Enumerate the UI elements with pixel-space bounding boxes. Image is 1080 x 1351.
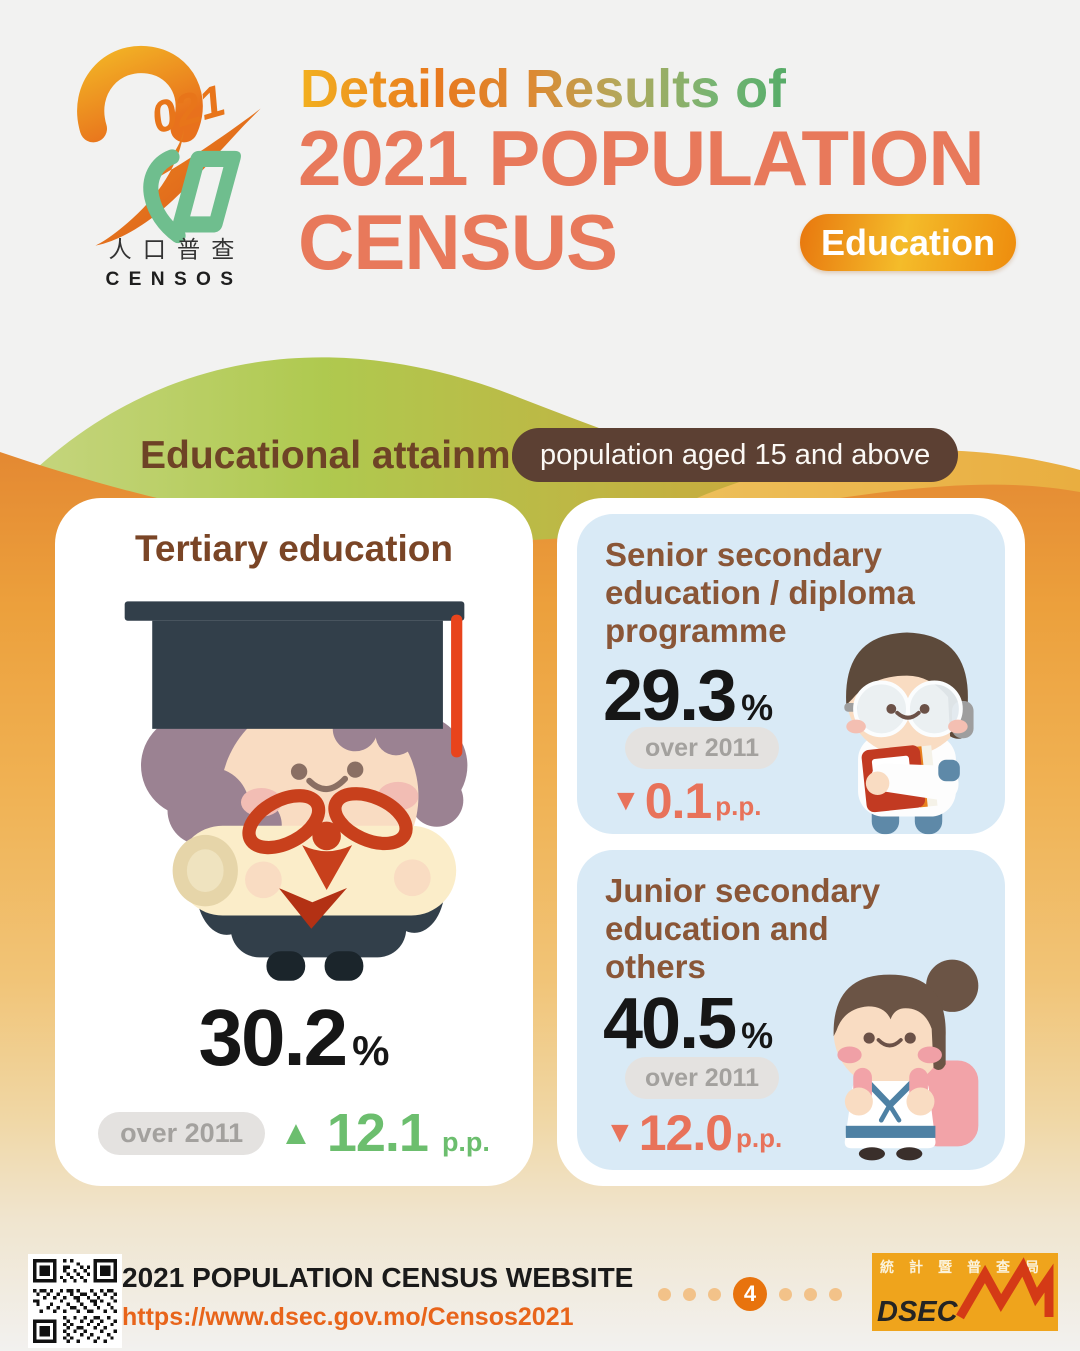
- senior-change: 0.1: [644, 773, 713, 829]
- girl-hand-left: [844, 1087, 873, 1116]
- decrease-arrow-icon: ▼: [605, 1116, 635, 1149]
- tertiary-change: 12.1: [326, 1103, 429, 1163]
- dsec-logo: 統計暨普查局 DSEC: [872, 1253, 1058, 1331]
- junior-unit: %: [741, 1015, 774, 1056]
- senior-title: Senior secondary education / diploma pro…: [605, 536, 915, 650]
- junior-value: 40.5: [603, 984, 737, 1064]
- senior-value: 29.3: [603, 656, 737, 736]
- logo-big-2-swoosh: [77, 45, 261, 246]
- girl-sailor-collar: [864, 1079, 916, 1123]
- current-page-badge: 4: [733, 1277, 767, 1311]
- junior-value-row: 40.5 %: [603, 988, 773, 1060]
- dsec-zigzag-icon: [956, 1257, 1054, 1320]
- senior-title-line3: programme: [605, 612, 787, 649]
- graduation-cap-icon: [124, 601, 465, 729]
- junior-title: Junior secondary education and others: [605, 872, 880, 986]
- section-scope-pill: population aged 15 and above: [512, 428, 959, 482]
- girl-hair: [833, 974, 946, 1071]
- ribbon-bow: [242, 787, 413, 890]
- boy-hair: [846, 632, 968, 739]
- tertiary-unit: %: [352, 1027, 390, 1074]
- section-heading: Educational attainment: [140, 434, 570, 477]
- cap-tassel: [451, 614, 463, 758]
- senior-compare-pill-wrap: over 2011: [625, 727, 779, 769]
- girl-hand-right: [906, 1087, 935, 1116]
- senior-unit: %: [741, 687, 774, 728]
- graduate-hand-right: [393, 859, 431, 897]
- graduate-face-features: [240, 761, 419, 817]
- website-url-link[interactable]: https://www.dsec.gov.mo/Censos2021: [122, 1303, 574, 1331]
- page-title: 2021 POPULATION CENSUS: [298, 116, 1038, 284]
- girl-hem-stripe: [845, 1125, 936, 1138]
- graduate-illustration: [124, 601, 468, 981]
- junior-title-line2: education and: [605, 910, 829, 947]
- junior-compare-pill: over 2011: [625, 1057, 779, 1099]
- subtitle: Detailed Results of: [300, 59, 787, 119]
- tertiary-card: Tertiary education: [55, 498, 533, 1186]
- senior-title-line1: Senior secondary: [605, 536, 882, 573]
- senior-title-line2: education / diploma: [605, 574, 915, 611]
- decrease-arrow-icon: ▼: [611, 784, 641, 817]
- pagination-dot: [683, 1287, 696, 1301]
- boy-hand: [865, 771, 890, 796]
- boy-face-features: [846, 703, 968, 734]
- tertiary-value-row: 30.2 %: [55, 998, 533, 1078]
- dsec-chinese-label: 統計暨普查局: [880, 1259, 1054, 1275]
- pagination-dot: [708, 1287, 721, 1301]
- logo-chinese: 人口普查: [109, 237, 246, 263]
- pagination-dot: [779, 1287, 792, 1301]
- junior-secondary-card: Junior secondary education and others 40…: [577, 850, 1005, 1170]
- senior-secondary-card: Senior secondary education / diploma pro…: [577, 514, 1005, 835]
- tertiary-compare-pill: over 2011: [98, 1111, 266, 1155]
- logo-censos: C E N S O S: [105, 269, 235, 290]
- senior-compare-pill: over 2011: [625, 727, 779, 769]
- girl-hair-bun: [926, 959, 979, 1012]
- junior-title-line3: others: [605, 948, 706, 985]
- education-badge: Education: [800, 214, 1016, 271]
- secondary-panel: Senior secondary education / diploma pro…: [557, 498, 1025, 1186]
- junior-change-row: ▼ 12.0 p.p.: [605, 1108, 782, 1158]
- graduate-feet: [266, 951, 364, 981]
- junior-compare-pill-wrap: over 2011: [625, 1057, 779, 1099]
- junior-change-unit: p.p.: [736, 1123, 783, 1153]
- boy-arm: [870, 763, 959, 800]
- tertiary-compare-row: over 2011 ▲ 12.1 p.p.: [55, 1106, 533, 1160]
- pagination-dot: [658, 1287, 671, 1301]
- tertiary-title: Tertiary education: [134, 528, 453, 569]
- dsec-name: DSEC: [877, 1296, 959, 1328]
- title-line-2: CENSUS: [298, 198, 618, 286]
- title-line-1: 2021 POPULATION: [298, 114, 985, 202]
- qr-code: [28, 1254, 122, 1348]
- logo-green-glyphs: [143, 149, 241, 244]
- increase-arrow-icon: ▲: [279, 1114, 313, 1152]
- tertiary-value: 30.2: [198, 993, 348, 1082]
- tertiary-change-unit: p.p.: [441, 1127, 490, 1157]
- graduate-hand-left: [245, 861, 282, 899]
- boy-cuff: [938, 759, 960, 782]
- logo-digits: 021: [146, 76, 231, 143]
- website-label: 2021 POPULATION CENSUS WEBSITE: [122, 1262, 634, 1293]
- page-indicator: 4: [658, 1276, 842, 1312]
- student-boy-illustration: [844, 632, 974, 835]
- ribbon-tail-v: [278, 887, 348, 929]
- census-2021-logo: 021 人口普查 C E N S O S: [77, 45, 261, 290]
- girl-face-features: [837, 1032, 942, 1064]
- junior-change: 12.0: [638, 1105, 733, 1161]
- junior-title-line1: Junior secondary: [605, 872, 881, 909]
- girl-feet: [858, 1147, 923, 1161]
- pagination-dot: [829, 1287, 842, 1301]
- senior-change-row: ▼ 0.1 p.p.: [611, 776, 761, 826]
- senior-value-row: 29.3 %: [603, 660, 773, 732]
- pagination-dot: [804, 1287, 817, 1301]
- boy-glasses-icon: [844, 680, 970, 738]
- senior-change-unit: p.p.: [715, 791, 762, 821]
- student-girl-illustration: [833, 959, 979, 1161]
- website-block: 2021 POPULATION CENSUS WEBSITE https://w…: [122, 1262, 633, 1332]
